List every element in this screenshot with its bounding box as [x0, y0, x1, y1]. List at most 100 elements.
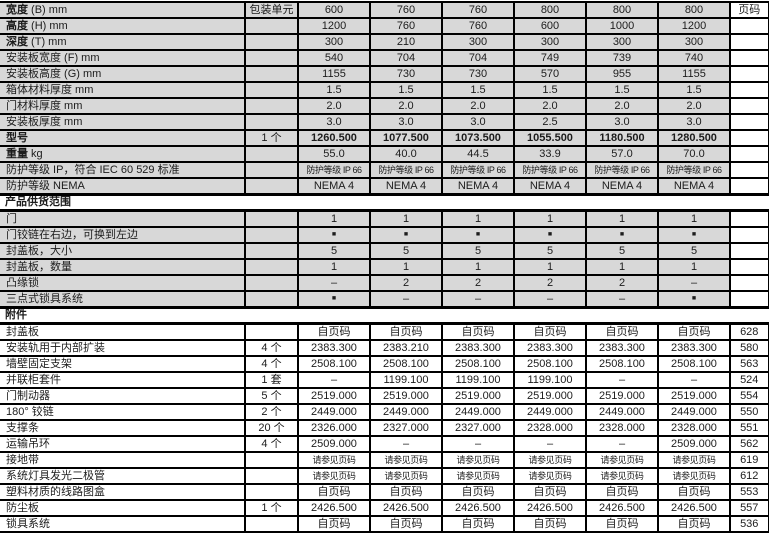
- row-label-text: 箱体材料厚度 mm: [6, 84, 94, 96]
- table-row: 塑料材质的线路图盒 自页码 自页码 自页码 自页码 自页码 自页码 553: [0, 483, 769, 501]
- value-cell: 1055.500: [513, 129, 587, 147]
- row-label-text: 支撑条: [6, 422, 39, 434]
- value-cell: 2383.300: [441, 339, 515, 357]
- value-cell: 请参见页码: [369, 467, 443, 485]
- value-cell: 2508.100: [369, 355, 443, 373]
- row-label: 宽度 (B) mm: [0, 1, 246, 19]
- packaging-unit-cell: 1 个: [244, 129, 299, 147]
- table-row: 宽度 (B) mm 包装单元 600 760 760 800 800 800 页码: [0, 1, 769, 19]
- value-cell: 730: [441, 65, 515, 83]
- table-row: 墙壁固定支架 4 个 2508.100 2508.100 2508.100 2508.10…: [0, 355, 769, 373]
- page-number-cell: [729, 49, 769, 67]
- value-cell: 300: [297, 33, 371, 51]
- row-label-text: 三点式锁具系统: [6, 293, 83, 305]
- row-label-text: 塑料材质的线路图盒: [6, 486, 105, 498]
- value-cell: 57.0: [585, 145, 659, 163]
- value-cell: 1: [441, 258, 515, 276]
- value-cell: 749: [513, 49, 587, 67]
- value-cell: 2449.000: [441, 403, 515, 421]
- value-cell: 2326.000: [297, 419, 371, 437]
- value-cell: 1.5: [369, 81, 443, 99]
- value-cell: 防护等级 IP 66: [513, 161, 587, 179]
- value-cell: 210: [369, 33, 443, 51]
- packaging-unit-cell: [244, 451, 299, 469]
- row-label-text: 门材料厚度 mm: [6, 100, 83, 112]
- value-cell: 1: [585, 209, 659, 228]
- value-cell: 5: [585, 242, 659, 260]
- row-label: 门材料厚度 mm: [0, 97, 246, 115]
- value-cell: ■: [369, 226, 443, 244]
- packaging-unit-cell: 2 个: [244, 403, 299, 421]
- packaging-unit-cell: 包装单元: [244, 1, 299, 19]
- value-cell: 1000: [585, 17, 659, 35]
- packaging-unit-cell: 1 套: [244, 371, 299, 389]
- value-cell: 2327.000: [441, 419, 515, 437]
- section-header-row: 产品供货范围: [0, 193, 768, 212]
- value-cell: 请参见页码: [441, 467, 515, 485]
- value-cell: –: [297, 371, 371, 389]
- table-row: 高度 (H) mm 1200 760 760 600 1000 1200: [0, 17, 769, 35]
- value-cell: 2509.000: [297, 435, 371, 453]
- value-cell: 2328.000: [657, 419, 731, 437]
- table-row: 重量 kg 55.0 40.0 44.5 33.9 57.0 70.0: [0, 145, 769, 163]
- page-number-cell: [729, 113, 769, 131]
- value-cell: 2328.000: [513, 419, 587, 437]
- value-cell: 自页码: [657, 515, 731, 533]
- value-cell: 自页码: [297, 515, 371, 533]
- row-label: 封盖板: [0, 322, 246, 341]
- value-cell: 600: [297, 1, 371, 19]
- value-cell: 2426.500: [585, 499, 659, 517]
- value-cell: 自页码: [657, 322, 731, 341]
- value-cell: 570: [513, 65, 587, 83]
- value-cell: 1: [513, 258, 587, 276]
- table-row: 门材料厚度 mm 2.0 2.0 2.0 2.0 2.0 2.0: [0, 97, 769, 115]
- value-cell: 2426.500: [441, 499, 515, 517]
- row-label-text: (H) mm: [28, 20, 68, 32]
- row-label: 接地带: [0, 451, 246, 469]
- row-label: 三点式锁具系统: [0, 290, 246, 309]
- row-label-text: 180° 铰链: [6, 406, 54, 418]
- row-label-text: 封盖板: [6, 326, 39, 338]
- row-label-bold: 重量: [6, 148, 28, 160]
- value-cell: 自页码: [441, 483, 515, 501]
- row-label: 防护等级 NEMA: [0, 177, 246, 196]
- value-cell: ■: [657, 226, 731, 244]
- value-cell: 2.0: [513, 97, 587, 115]
- table-row: 三点式锁具系统 ■ – – – – ■: [0, 290, 769, 309]
- value-cell: ■: [297, 290, 371, 309]
- value-cell: 2.0: [441, 97, 515, 115]
- value-cell: 800: [657, 1, 731, 19]
- value-cell: 请参见页码: [513, 467, 587, 485]
- value-cell: 请参见页码: [513, 451, 587, 469]
- value-cell: 防护等级 IP 66: [297, 161, 371, 179]
- row-label: 封盖板，大小: [0, 242, 246, 260]
- section-title: 附件: [0, 306, 768, 325]
- row-label: 安装轨用于内部扩装: [0, 339, 246, 357]
- row-label: 凸缘锁: [0, 274, 246, 292]
- page-number-cell: 563: [729, 355, 769, 373]
- packaging-unit-cell: 4 个: [244, 435, 299, 453]
- value-cell: 730: [369, 65, 443, 83]
- value-cell: 2519.000: [513, 387, 587, 405]
- value-cell: 2508.100: [441, 355, 515, 373]
- value-cell: 自页码: [585, 515, 659, 533]
- value-cell: 请参见页码: [369, 451, 443, 469]
- table-row: 防尘板 1 个 2426.500 2426.500 2426.500 2426.500 24…: [0, 499, 769, 517]
- page-number-cell: [729, 177, 769, 196]
- value-cell: 800: [513, 1, 587, 19]
- value-cell: –: [585, 435, 659, 453]
- page-number-cell: 550: [729, 403, 769, 421]
- value-cell: 1.5: [513, 81, 587, 99]
- value-cell: 760: [369, 1, 443, 19]
- row-label: 型号: [0, 129, 246, 147]
- value-cell: 自页码: [369, 515, 443, 533]
- page-number-cell: 557: [729, 499, 769, 517]
- page-number-cell: 553: [729, 483, 769, 501]
- row-label: 箱体材料厚度 mm: [0, 81, 246, 99]
- page-number-cell: [729, 226, 769, 244]
- row-label: 运输吊环: [0, 435, 246, 453]
- value-cell: 自页码: [513, 515, 587, 533]
- value-cell: ■: [441, 226, 515, 244]
